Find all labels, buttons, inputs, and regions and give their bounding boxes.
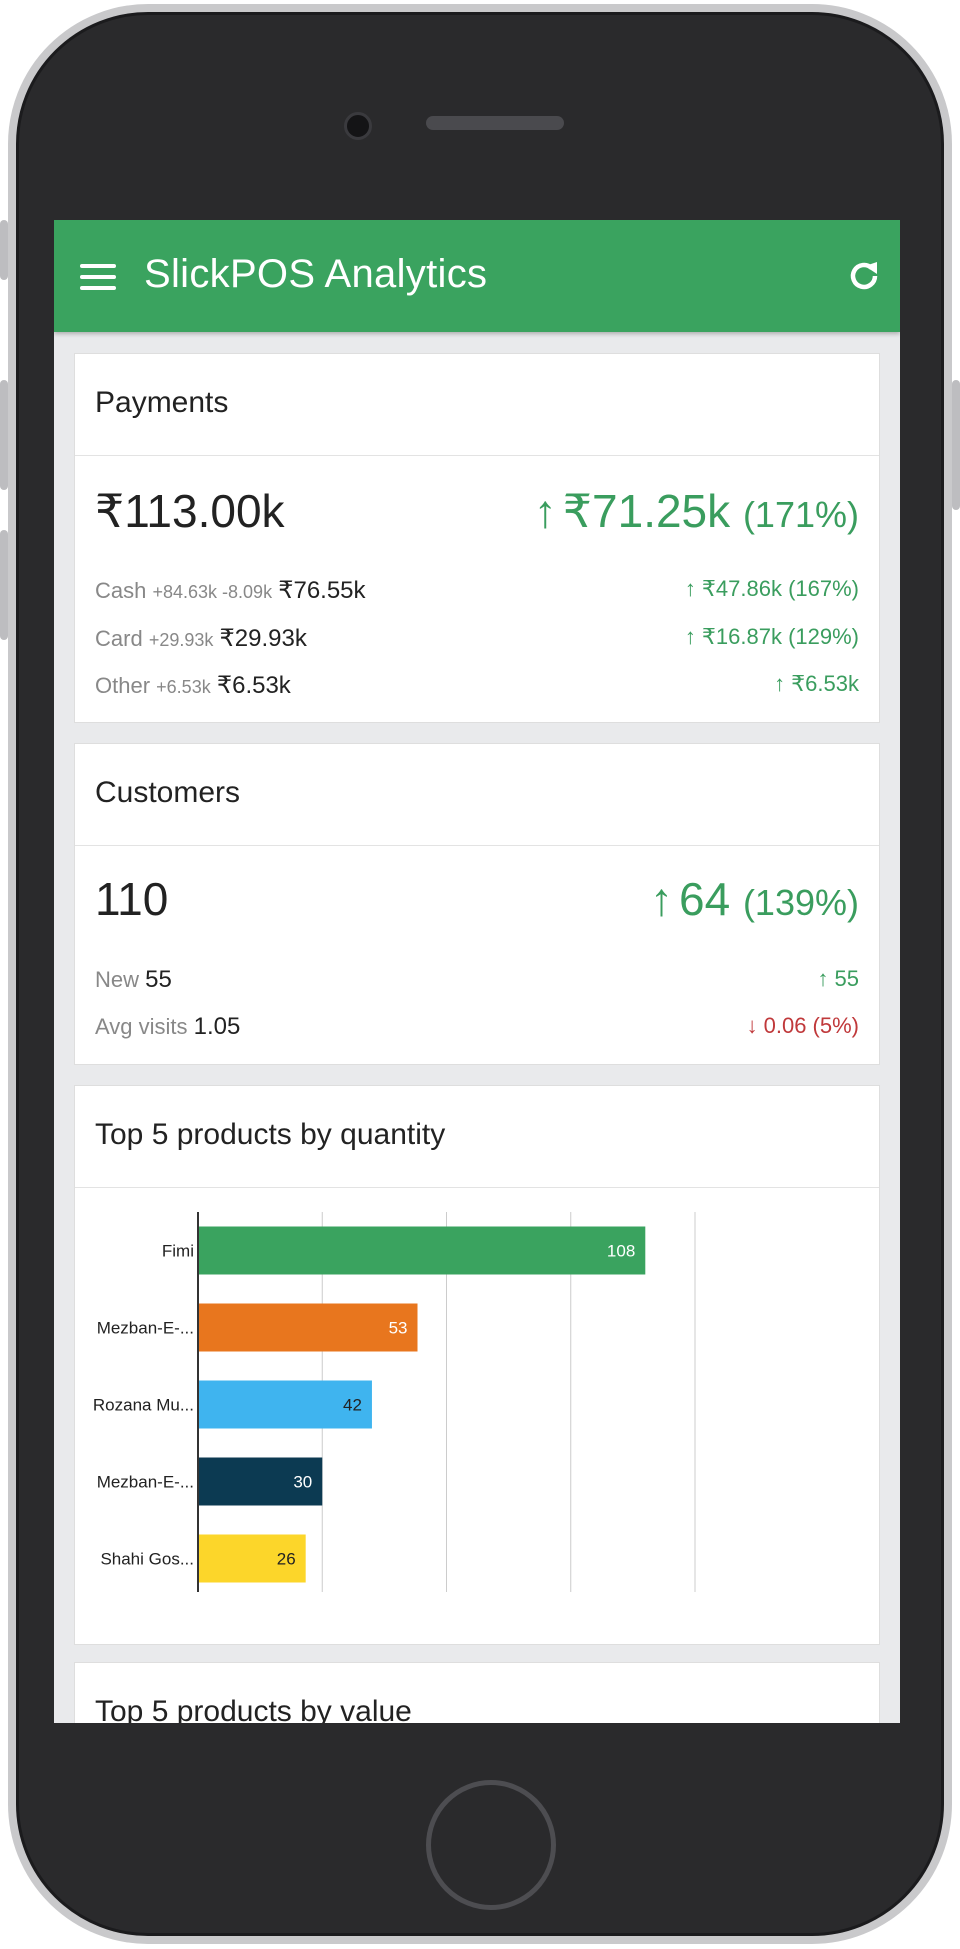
arrow-up-icon: ↑: [817, 966, 829, 991]
chart-data-label: 26: [277, 1550, 296, 1569]
top-quantity-card: Top 5 products by quantity Fimi 108 Mezban…: [74, 1085, 880, 1645]
customer-value: 1.05: [193, 1013, 241, 1040]
chart-category-label: Rozana Mu...: [93, 1396, 194, 1415]
payments-card: Payments ₹113.00k ↑ ₹71.25k (171%) Cash +…: [74, 353, 880, 723]
silent-switch: [0, 220, 8, 280]
arrow-up-icon: ↑: [533, 485, 557, 537]
payment-value: ₹6.53k: [216, 672, 291, 699]
refresh-icon[interactable]: [844, 256, 884, 296]
volume-down-button: [0, 530, 8, 640]
top-value-title: Top 5 products by value: [75, 1663, 879, 1723]
payments-change: ↑ ₹71.25k (171%): [534, 484, 859, 538]
payments-change-value: ₹71.25k: [562, 485, 731, 537]
customer-label: Avg visits: [95, 1014, 188, 1039]
payment-row-card: Card +29.93k ₹29.93k ↑ ₹16.87k (129%): [95, 624, 859, 654]
payment-detail: +6.53k: [156, 677, 211, 697]
customers-card: Customers 110 ↑ 64 (139%) New 55 ↑ 55 Avg …: [74, 743, 880, 1065]
chart-data-label: 108: [607, 1242, 635, 1261]
chart-data-label: 30: [293, 1473, 312, 1492]
customer-row-avg-visits: Avg visits 1.05 ↓ 0.06 (5%): [95, 1013, 859, 1043]
chart-bar[interactable]: [198, 1226, 646, 1275]
payment-change: ₹16.87k (129%): [701, 624, 859, 649]
customers-change: ↑ 64 (139%): [650, 872, 859, 926]
arrow-down-icon: ↓: [746, 1013, 758, 1038]
payment-detail: +84.63k -8.09k: [152, 582, 273, 602]
customers-change-pct: (139%): [742, 882, 859, 923]
customer-label: New: [95, 967, 140, 992]
app-bar: SlickPOS Analytics: [54, 220, 900, 332]
chart-category-label: Mezban-E-...: [97, 1319, 194, 1338]
arrow-up-icon: ↑: [684, 624, 696, 649]
app-screen: SlickPOS Analytics Payments ₹113.00k ↑ ₹7…: [54, 220, 900, 1723]
power-button: [952, 380, 960, 510]
arrow-up-icon: ↑: [684, 576, 696, 601]
arrow-up-icon: ↑: [649, 873, 673, 925]
chart-category-label: Mezban-E-...: [97, 1473, 194, 1492]
payment-change: ₹47.86k (167%): [701, 576, 859, 601]
arrow-up-icon: ↑: [774, 671, 786, 696]
chart-data-label: 42: [343, 1396, 362, 1415]
top-quantity-title: Top 5 products by quantity: [75, 1086, 879, 1188]
payments-title: Payments: [75, 354, 879, 456]
customer-change: 0.06 (5%): [763, 1013, 859, 1038]
payment-detail: +29.93k: [148, 630, 214, 650]
hamburger-menu-icon[interactable]: [80, 264, 116, 290]
payment-value: ₹29.93k: [219, 625, 307, 652]
payments-change-pct: (171%): [742, 494, 859, 535]
chart-bar[interactable]: [198, 1303, 418, 1352]
payment-change: ₹6.53k: [791, 671, 859, 696]
payment-label: Cash: [95, 578, 147, 603]
customer-row-new: New 55 ↑ 55: [95, 966, 859, 996]
chart-bar[interactable]: [198, 1534, 306, 1583]
payments-total: ₹113.00k: [95, 485, 285, 537]
customer-change: 55: [834, 966, 859, 991]
customers-total: 110: [95, 873, 169, 925]
customers-change-value: 64: [678, 873, 731, 925]
payment-label: Other: [95, 673, 151, 698]
chart-category-label: Shahi Gos...: [100, 1550, 194, 1569]
top-quantity-chart: Fimi 108 Mezban-E-... 53 Rozana Mu... 42 Mezba…: [93, 1212, 696, 1592]
chart-bar[interactable]: [198, 1457, 323, 1506]
payment-row-other: Other +6.53k ₹6.53k ↑ ₹6.53k: [95, 671, 859, 701]
customer-value: 55: [145, 966, 172, 993]
top-value-card: Top 5 products by value: [74, 1662, 880, 1723]
home-button[interactable]: [426, 1780, 556, 1910]
chart-data-label: 53: [389, 1319, 408, 1338]
chart-category-label: Fimi: [162, 1242, 194, 1261]
payment-label: Card: [95, 626, 143, 651]
customers-title: Customers: [75, 744, 879, 846]
front-camera: [344, 112, 372, 140]
app-title: SlickPOS Analytics: [144, 252, 488, 296]
earpiece-speaker: [426, 116, 564, 130]
payment-value: ₹76.55k: [278, 577, 366, 604]
chart-bar[interactable]: [198, 1380, 372, 1429]
payment-row-cash: Cash +84.63k -8.09k ₹76.55k ↑ ₹47.86k (16…: [95, 576, 859, 606]
volume-up-button: [0, 380, 8, 490]
